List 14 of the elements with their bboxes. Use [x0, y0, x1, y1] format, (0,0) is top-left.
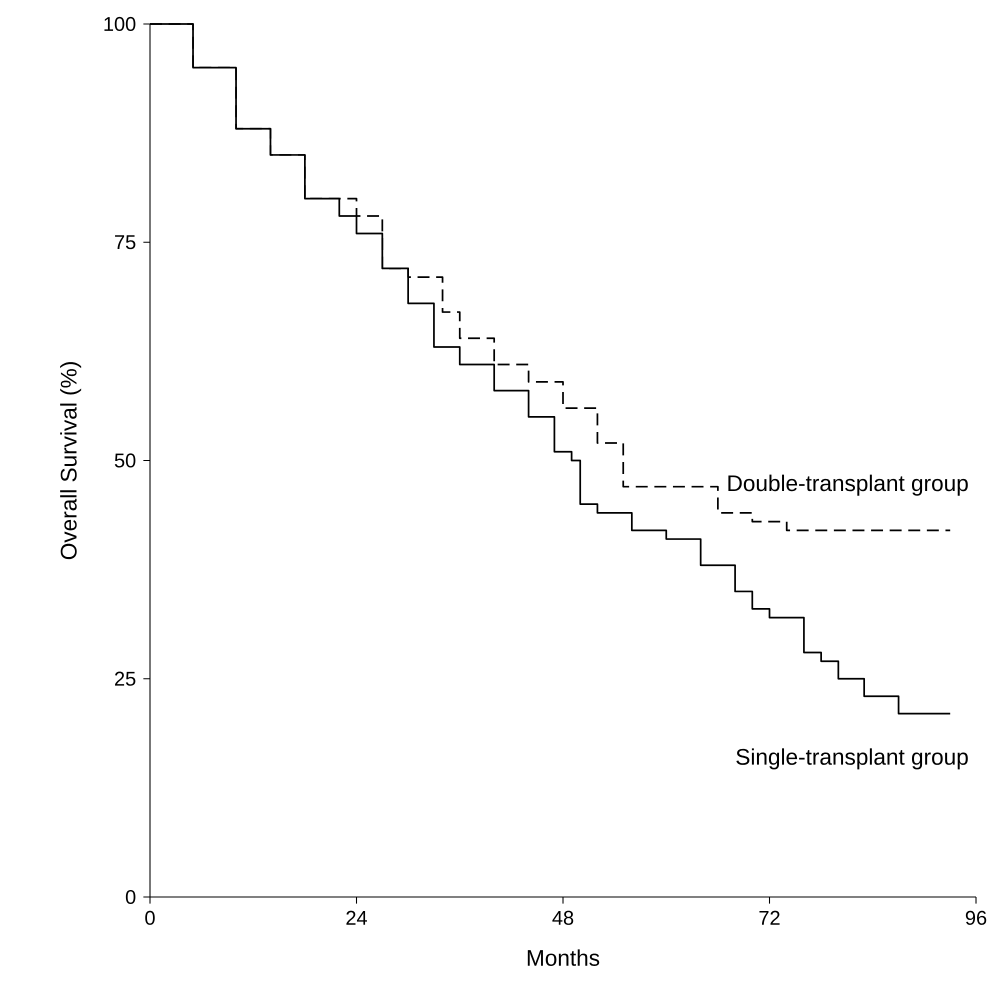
x-tick-label: 48: [552, 910, 574, 925]
x-tick-label: 72: [759, 910, 780, 925]
y-axis-title: Overall Survival (%): [60, 362, 82, 560]
x-tick-label: 24: [346, 910, 367, 925]
y-tick-label: 25: [115, 672, 136, 686]
series-label: Single-transplant group: [736, 748, 968, 770]
x-axis-title: Months: [528, 949, 600, 966]
series-label: Double-transplant group: [728, 474, 968, 496]
x-tick-label: 96: [966, 910, 986, 925]
y-tick-label: 100: [104, 16, 136, 32]
y-tick-label: 75: [115, 235, 136, 250]
y-tick-label: 50: [114, 453, 136, 468]
y-tick-label: 0: [126, 890, 136, 904]
x-tick-label: 0: [145, 910, 155, 925]
